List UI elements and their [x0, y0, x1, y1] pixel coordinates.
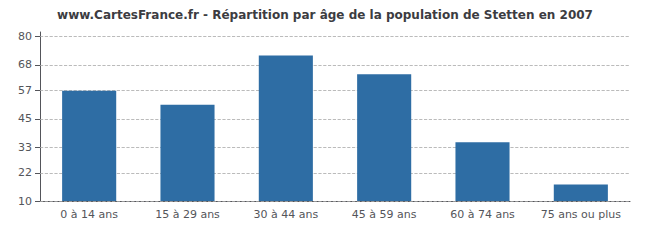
svg-text:www.CartesFrance.fr - Répartit: www.CartesFrance.fr - Répartition par âg… — [57, 8, 593, 22]
svg-text:33: 33 — [18, 141, 32, 154]
svg-text:75 ans ou plus: 75 ans ou plus — [541, 208, 622, 221]
svg-text:68: 68 — [18, 58, 32, 71]
svg-text:15 à 29 ans: 15 à 29 ans — [155, 208, 220, 221]
svg-text:60 à 74 ans: 60 à 74 ans — [450, 208, 515, 221]
svg-text:45: 45 — [18, 112, 32, 125]
svg-text:80: 80 — [18, 30, 32, 43]
svg-text:45 à 59 ans: 45 à 59 ans — [352, 208, 417, 221]
svg-text:30 à 44 ans: 30 à 44 ans — [253, 208, 318, 221]
svg-text:0 à 14 ans: 0 à 14 ans — [60, 208, 118, 221]
svg-text:57: 57 — [18, 84, 32, 97]
svg-text:22: 22 — [18, 166, 32, 179]
svg-text:10: 10 — [18, 195, 32, 208]
